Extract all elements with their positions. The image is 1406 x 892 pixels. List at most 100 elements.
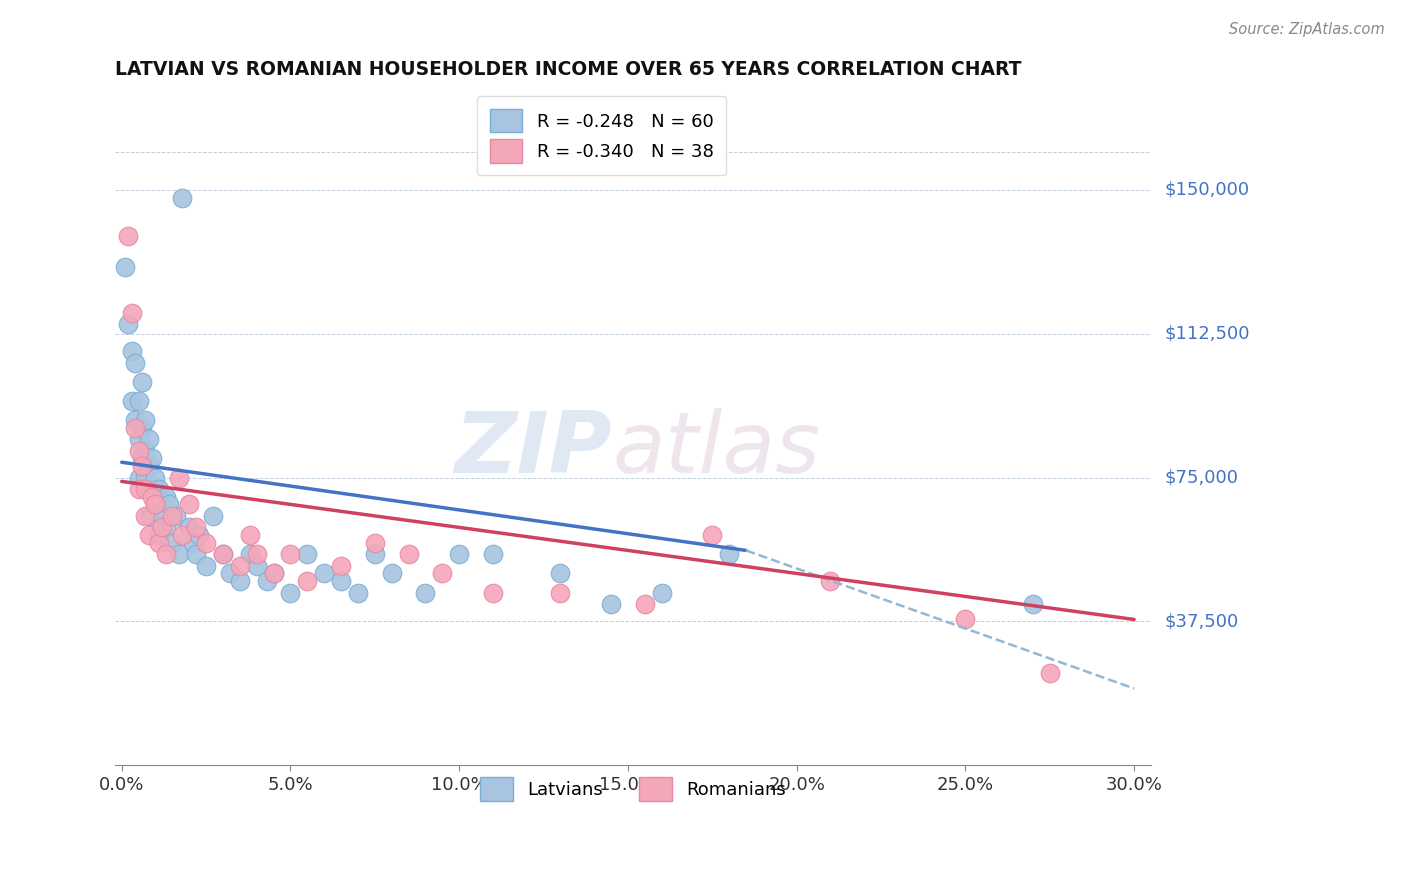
Point — [415, 585, 437, 599]
Point — [184, 520, 207, 534]
Point — [157, 497, 180, 511]
Point — [330, 558, 353, 573]
Point — [229, 558, 252, 573]
Point — [167, 470, 190, 484]
Point — [364, 535, 387, 549]
Text: $112,500: $112,500 — [1166, 325, 1250, 343]
Point — [150, 520, 173, 534]
Point — [201, 508, 224, 523]
Point — [482, 585, 505, 599]
Point — [1039, 666, 1062, 681]
Point — [179, 520, 201, 534]
Point — [128, 432, 150, 446]
Point — [114, 260, 136, 274]
Point — [398, 547, 420, 561]
Text: Source: ZipAtlas.com: Source: ZipAtlas.com — [1229, 22, 1385, 37]
Point — [188, 528, 211, 542]
Point — [128, 470, 150, 484]
Point — [134, 470, 156, 484]
Point — [634, 597, 657, 611]
Point — [131, 375, 153, 389]
Point — [162, 508, 184, 523]
Point — [128, 393, 150, 408]
Point — [330, 574, 353, 588]
Point — [117, 229, 139, 244]
Point — [246, 547, 269, 561]
Point — [181, 535, 204, 549]
Point — [364, 547, 387, 561]
Point — [131, 451, 153, 466]
Point — [138, 508, 160, 523]
Point — [297, 547, 319, 561]
Point — [138, 432, 160, 446]
Text: atlas: atlas — [612, 409, 820, 491]
Point — [141, 490, 163, 504]
Point — [381, 566, 404, 581]
Point — [550, 585, 572, 599]
Text: $37,500: $37,500 — [1166, 613, 1239, 631]
Text: $75,000: $75,000 — [1166, 468, 1239, 486]
Point — [121, 344, 143, 359]
Point — [134, 413, 156, 427]
Point — [280, 547, 302, 561]
Point — [134, 482, 156, 496]
Point — [195, 558, 218, 573]
Point — [138, 458, 160, 473]
Point — [550, 566, 572, 581]
Point — [1022, 597, 1045, 611]
Point — [131, 420, 153, 434]
Point — [263, 566, 285, 581]
Point — [134, 443, 156, 458]
Point — [239, 547, 262, 561]
Point — [256, 574, 278, 588]
Point — [246, 558, 269, 573]
Point — [482, 547, 505, 561]
Point — [718, 547, 741, 561]
Point — [145, 470, 167, 484]
Point — [138, 528, 160, 542]
Point — [124, 420, 146, 434]
Point — [162, 535, 184, 549]
Point — [148, 528, 170, 542]
Point — [155, 490, 177, 504]
Point — [172, 528, 194, 542]
Point — [263, 566, 285, 581]
Point — [150, 508, 173, 523]
Point — [280, 585, 302, 599]
Text: $150,000: $150,000 — [1166, 181, 1250, 199]
Point — [167, 547, 190, 561]
Point — [449, 547, 471, 561]
Point — [218, 566, 240, 581]
Point — [128, 443, 150, 458]
Point — [141, 482, 163, 496]
Point — [297, 574, 319, 588]
Legend: Latvians, Romanians: Latvians, Romanians — [468, 764, 799, 814]
Point — [239, 528, 262, 542]
Point — [955, 612, 977, 626]
Point — [128, 482, 150, 496]
Point — [702, 528, 724, 542]
Point — [134, 508, 156, 523]
Point — [155, 520, 177, 534]
Point — [600, 597, 623, 611]
Point — [145, 497, 167, 511]
Point — [195, 535, 218, 549]
Point — [172, 191, 194, 205]
Point — [155, 547, 177, 561]
Point — [148, 535, 170, 549]
Point — [184, 547, 207, 561]
Point — [212, 547, 235, 561]
Point — [148, 482, 170, 496]
Point — [141, 451, 163, 466]
Point — [651, 585, 673, 599]
Text: LATVIAN VS ROMANIAN HOUSEHOLDER INCOME OVER 65 YEARS CORRELATION CHART: LATVIAN VS ROMANIAN HOUSEHOLDER INCOME O… — [115, 60, 1021, 78]
Point — [121, 393, 143, 408]
Point — [820, 574, 842, 588]
Point — [117, 317, 139, 331]
Point — [124, 355, 146, 369]
Point — [145, 497, 167, 511]
Point — [432, 566, 454, 581]
Point — [347, 585, 370, 599]
Point — [121, 306, 143, 320]
Point — [229, 574, 252, 588]
